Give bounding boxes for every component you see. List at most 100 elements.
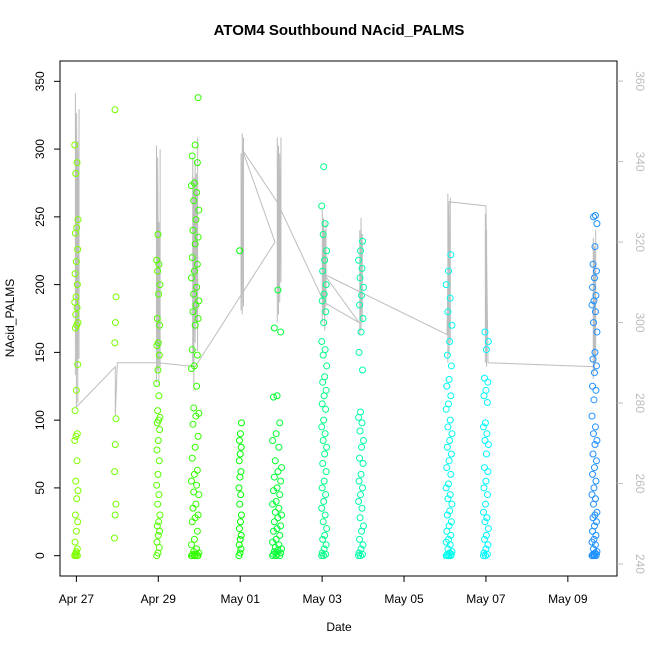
data-point — [71, 538, 79, 546]
data-point — [321, 450, 329, 458]
data-point — [356, 535, 364, 543]
data-point — [72, 310, 80, 318]
data-point — [272, 497, 280, 505]
data-point — [191, 321, 199, 329]
data-point — [322, 308, 330, 316]
data-point — [320, 545, 328, 553]
data-point — [195, 409, 203, 417]
data-point — [590, 522, 598, 530]
data-point — [156, 511, 164, 519]
data-point — [591, 549, 599, 557]
data-point — [237, 468, 245, 476]
data-point — [74, 216, 82, 224]
data-point — [319, 535, 327, 543]
data-point — [190, 488, 198, 496]
data-point — [190, 535, 198, 543]
data-point — [235, 436, 243, 444]
data-point — [445, 400, 453, 408]
data-point — [194, 233, 202, 241]
data-point — [72, 527, 80, 535]
y-tick-label: 150 — [33, 342, 47, 362]
data-point — [237, 545, 245, 553]
data-point — [322, 281, 330, 289]
data-point — [193, 466, 201, 474]
data-point — [323, 362, 331, 370]
data-point — [191, 443, 199, 451]
data-point — [71, 141, 79, 149]
data-point — [445, 375, 453, 383]
data-point — [588, 412, 596, 420]
data-point — [442, 281, 450, 289]
data-point — [319, 267, 327, 275]
data-point — [447, 550, 455, 558]
data-point — [274, 468, 282, 476]
data-point — [591, 308, 599, 316]
data-point — [193, 283, 201, 291]
data-point — [320, 163, 328, 171]
x-tick-label: May 01 — [221, 592, 261, 606]
data-point — [355, 256, 363, 264]
data-point — [271, 457, 279, 465]
data-point — [236, 518, 244, 526]
data-point — [191, 240, 199, 248]
y-tick-label: 300 — [33, 139, 47, 159]
data-point — [443, 443, 451, 451]
y2-tick-label: 340 — [633, 152, 647, 172]
data-point — [74, 487, 82, 495]
data-point — [154, 470, 162, 478]
data-point — [592, 267, 600, 275]
data-point — [591, 441, 599, 449]
data-point — [156, 426, 164, 434]
x-tick-label: May 07 — [466, 592, 506, 606]
data-point — [446, 491, 454, 499]
data-point — [359, 237, 367, 245]
data-point — [153, 522, 161, 530]
data-point — [359, 460, 367, 468]
data-point — [323, 247, 331, 255]
data-point — [357, 491, 365, 499]
data-point — [444, 495, 452, 503]
data-point — [236, 450, 244, 458]
data-point — [589, 430, 597, 438]
data-point — [318, 400, 326, 408]
data-point — [154, 531, 162, 539]
data-point — [235, 457, 243, 465]
data-point — [153, 538, 161, 546]
data-point — [72, 169, 80, 177]
data-point — [277, 477, 285, 485]
data-point — [589, 450, 597, 458]
x-tick-label: May 05 — [384, 592, 424, 606]
data-point — [319, 518, 327, 526]
data-point — [447, 251, 455, 259]
y2-tick-label: 320 — [633, 232, 647, 252]
data-point — [73, 495, 81, 503]
data-point — [359, 541, 367, 549]
y-tick-label: 350 — [33, 71, 47, 91]
data-point — [155, 290, 163, 298]
data-point — [323, 443, 331, 451]
data-point — [190, 179, 198, 187]
data-points — [71, 94, 601, 560]
data-point — [359, 283, 367, 291]
data-point — [482, 386, 490, 394]
data-point — [74, 319, 82, 327]
data-point — [321, 511, 329, 519]
data-point — [193, 159, 201, 167]
data-point — [154, 366, 162, 374]
data-point — [156, 413, 164, 421]
data-point — [446, 507, 454, 515]
data-point — [278, 464, 286, 472]
data-point — [357, 470, 365, 478]
data-point — [319, 230, 327, 238]
data-point — [590, 464, 598, 472]
data-point — [237, 531, 245, 539]
secondary-trace — [74, 93, 597, 416]
data-point — [195, 297, 203, 305]
data-point — [356, 514, 364, 522]
data-point — [357, 328, 365, 336]
data-point — [484, 378, 492, 386]
data-point — [448, 430, 456, 438]
data-point — [359, 484, 367, 492]
data-point — [155, 457, 163, 465]
data-point — [319, 460, 327, 468]
